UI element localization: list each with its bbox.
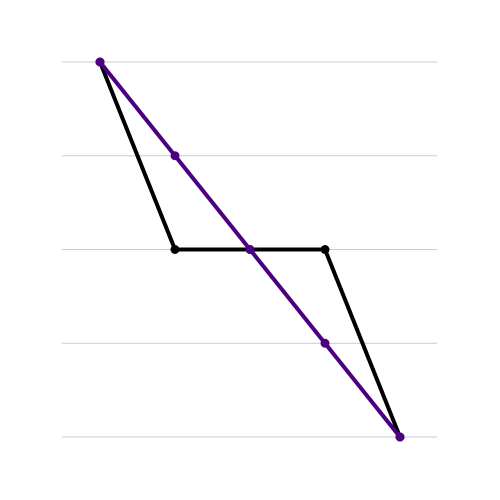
series-1-point-0 bbox=[95, 57, 105, 67]
series-1 bbox=[95, 57, 405, 442]
series-1-point-1 bbox=[170, 151, 180, 161]
series-1-point-3 bbox=[320, 338, 330, 348]
series-0-point-1 bbox=[170, 245, 180, 254]
series-0-point-3 bbox=[320, 245, 330, 254]
series-1-point-2 bbox=[245, 245, 255, 254]
series-1-point-4 bbox=[395, 432, 405, 442]
series-layer bbox=[95, 57, 405, 442]
